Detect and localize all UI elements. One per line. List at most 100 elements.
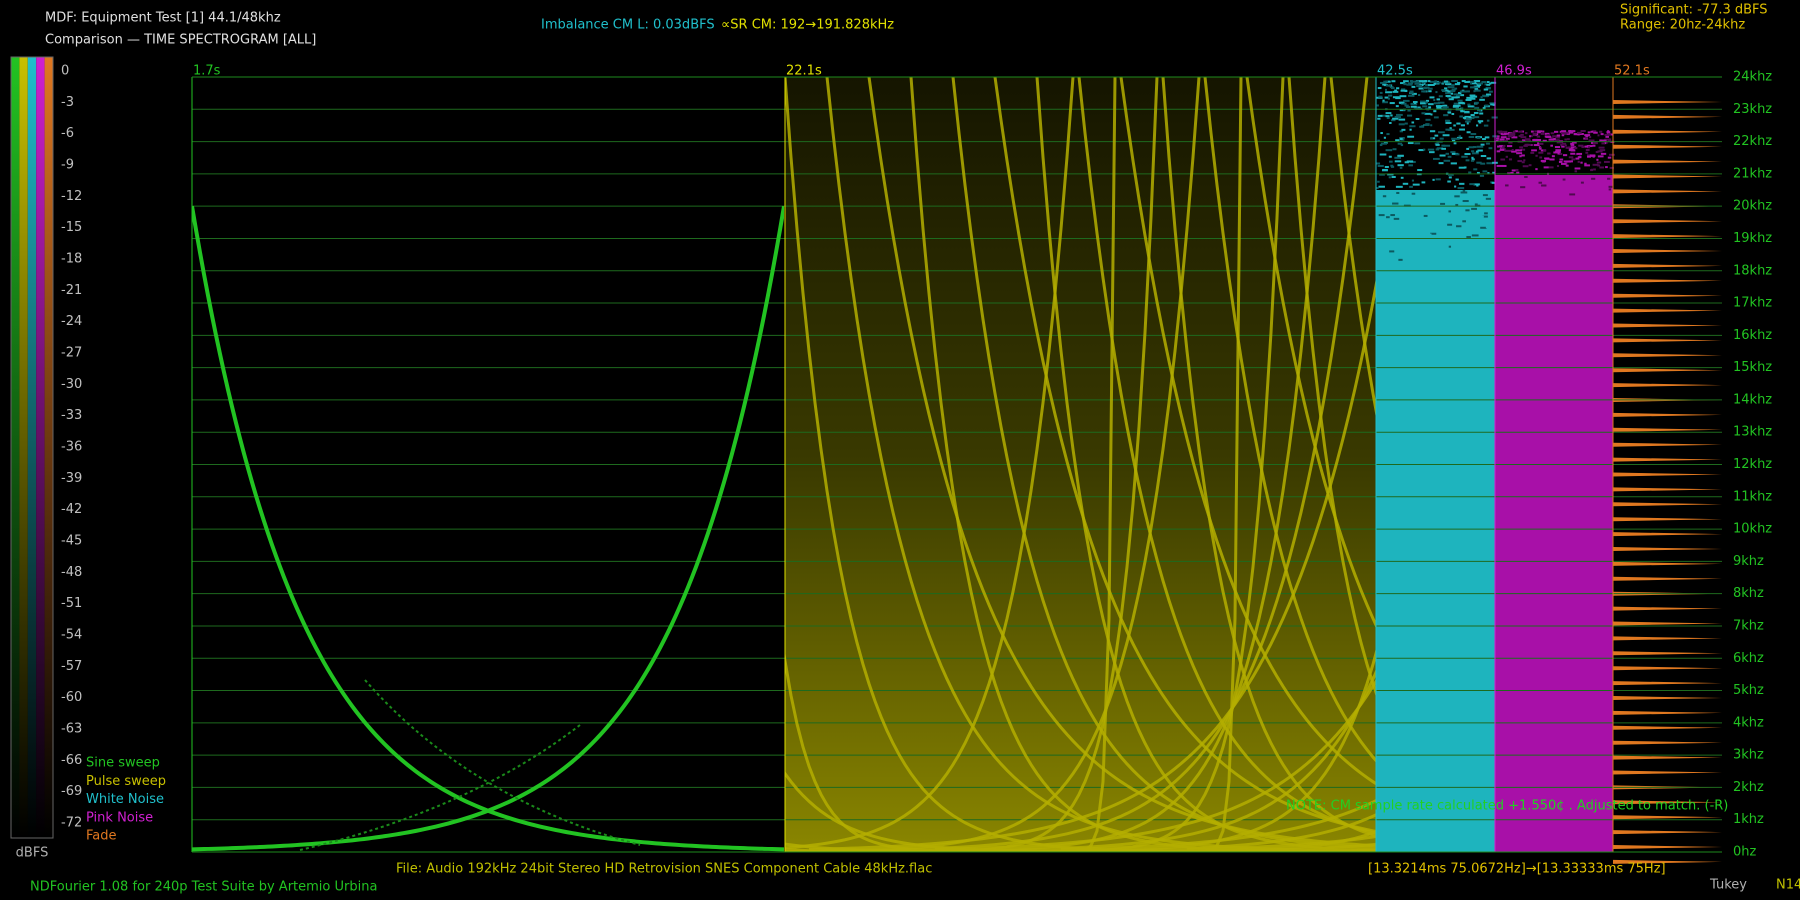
noise-speck [1543, 166, 1549, 169]
fade-streak [1613, 651, 1722, 656]
noise-speck [1465, 209, 1470, 212]
freq-label: 15khz [1733, 360, 1772, 375]
noise-speck [1497, 135, 1500, 138]
noise-speck [1388, 155, 1392, 158]
noise-speck [1400, 206, 1406, 209]
noise-speck [1559, 152, 1563, 155]
noise-speck [1424, 112, 1431, 115]
noise-speck [1571, 179, 1575, 182]
scale-label: -6 [61, 126, 74, 141]
noise-speck [1521, 139, 1526, 142]
noise-speck [1376, 162, 1381, 165]
pulse-curve [1186, 835, 1376, 851]
noise-speck [1484, 136, 1490, 139]
noise-speck [1580, 130, 1586, 133]
noise-speck [1459, 90, 1467, 93]
noise-speck [1565, 131, 1570, 134]
noise-speck [1522, 165, 1529, 168]
noise-speck [1407, 135, 1415, 138]
noise-speck [1593, 131, 1598, 134]
noise-speck [1589, 154, 1596, 157]
noise-speck [1450, 151, 1456, 154]
noise-speck [1603, 142, 1607, 145]
noise-speck [1486, 162, 1494, 165]
noise-speck [1486, 83, 1491, 86]
noise-speck [1394, 160, 1402, 163]
noise-speck [1476, 84, 1482, 87]
noise-speck [1471, 207, 1477, 210]
noise-speck [1385, 149, 1393, 152]
noise-speck [1385, 91, 1393, 94]
noise-speck [1601, 139, 1605, 142]
noise-speck [1505, 155, 1508, 158]
noise-speck [1442, 104, 1447, 107]
noise-speck [1395, 185, 1403, 188]
noise-speck [1385, 80, 1391, 83]
noise-speck [1419, 125, 1425, 128]
noise-speck [1593, 168, 1596, 171]
noise-speck [1471, 234, 1479, 237]
fade-streak [1613, 293, 1722, 298]
sine-curves [192, 205, 784, 852]
noise-speck [1515, 149, 1519, 152]
noise-speck [1428, 90, 1432, 93]
noise-speck [1600, 133, 1604, 136]
noise-speck [1488, 147, 1493, 150]
pulse-curve [1245, 77, 1376, 629]
noise-speck [1577, 156, 1582, 159]
noise-speck [1447, 83, 1452, 86]
noise-speck [1403, 83, 1407, 86]
noise-speck [1554, 139, 1560, 142]
pulse-curve [1270, 848, 1376, 852]
noise-speck [1532, 134, 1537, 137]
noise-speck [1540, 159, 1545, 162]
fade-streak [1613, 845, 1722, 849]
noise-speck [1451, 139, 1456, 142]
noise-speck [1439, 137, 1444, 140]
noise-speck [1398, 258, 1403, 261]
noise-speck [1496, 164, 1503, 167]
fade-streak [1613, 308, 1722, 313]
freq-label: 14khz [1733, 392, 1772, 407]
noise-speck [1555, 136, 1561, 139]
noise-speck [1581, 146, 1585, 149]
noise-speck [1532, 139, 1539, 142]
noise-speck [1490, 81, 1497, 84]
noise-speck [1428, 103, 1434, 106]
fade-streak [1613, 710, 1722, 715]
noise-speck [1605, 135, 1609, 138]
noise-speck [1422, 105, 1428, 108]
noise-speck [1401, 88, 1406, 91]
noise-speck [1466, 122, 1469, 125]
noise-speck [1478, 121, 1482, 124]
noise-speck [1429, 80, 1437, 83]
freq-label: 17khz [1733, 296, 1772, 311]
noise-speck [1387, 97, 1390, 100]
time-marker: 22.1s [786, 64, 822, 79]
fade-streak [1613, 278, 1722, 283]
noise-speck [1426, 99, 1429, 102]
noise-speck [1418, 149, 1425, 152]
noise-speck [1443, 159, 1451, 162]
noise-speck [1429, 151, 1435, 154]
noise-speck [1399, 95, 1407, 98]
fade-streak [1613, 219, 1722, 224]
noise-speck [1397, 164, 1404, 167]
noise-speck [1561, 145, 1565, 148]
noise-speck [1447, 128, 1455, 131]
fade-streak [1613, 100, 1722, 104]
noise-speck [1416, 197, 1423, 200]
noise-speck [1407, 109, 1411, 112]
noise-speck [1410, 102, 1418, 105]
noise-speck [1461, 155, 1468, 158]
noise-speck [1479, 112, 1484, 115]
noise-speck [1521, 154, 1525, 157]
noise-speck [1441, 89, 1446, 92]
noise-speck [1459, 115, 1463, 118]
noise-speck [1571, 141, 1577, 144]
noise-speck [1495, 139, 1499, 142]
noise-speck [1403, 80, 1409, 83]
noise-speck [1535, 154, 1538, 157]
harmonic-curve [299, 724, 581, 851]
subtitle: Comparison — TIME SPECTROGRAM [ALL] [45, 33, 316, 48]
